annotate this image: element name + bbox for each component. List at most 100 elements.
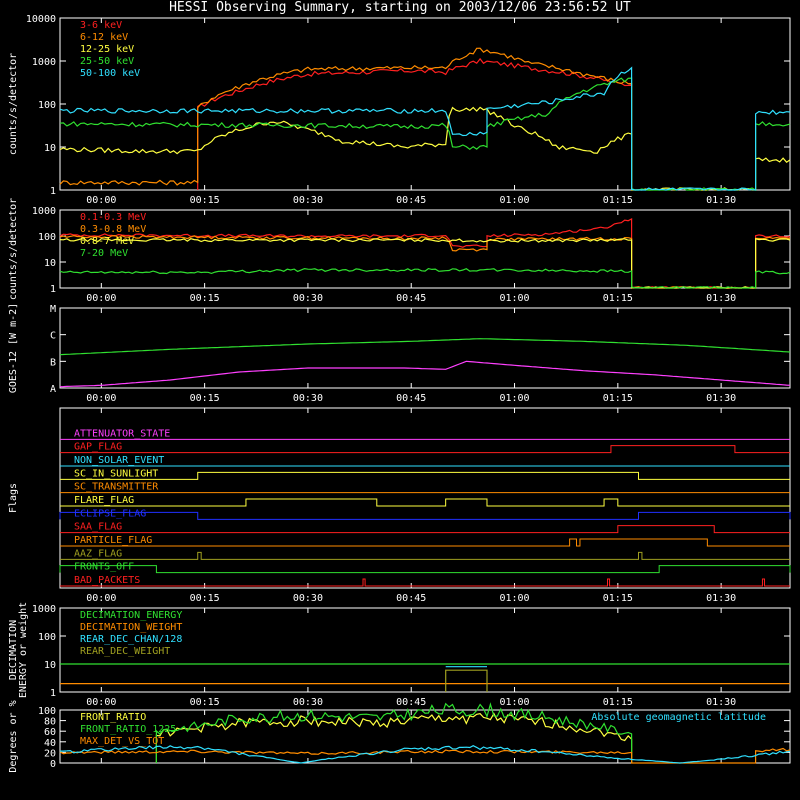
series-50-100-kev <box>59 66 791 191</box>
panel6 <box>59 702 791 764</box>
x-tick-label: 00:30 <box>293 195 323 206</box>
y-tick-label: A <box>50 384 56 395</box>
x-tick-label: 01:15 <box>603 293 633 304</box>
flag-line <box>60 538 790 547</box>
flag-label: AAZ_FLAG <box>74 548 122 559</box>
panel3 <box>59 307 791 389</box>
x-tick-label: 01:30 <box>706 393 736 404</box>
y-tick-label: 100 <box>38 232 56 243</box>
y-tick-label: 1 <box>50 688 56 699</box>
series-3-6-kev <box>197 57 633 190</box>
y-axis-label: DECIMATION <box>8 620 19 680</box>
flag-label: ATTENUATOR_STATE <box>74 428 170 439</box>
x-tick-label: 00:45 <box>396 293 426 304</box>
flag-label: GAP_FLAG <box>74 442 122 453</box>
x-tick-label: 00:00 <box>86 697 116 708</box>
y-tick-label: 100 <box>38 100 56 111</box>
x-tick-label: 00:45 <box>396 593 426 604</box>
flag-label: NON_SOLAR_EVENT <box>74 455 164 466</box>
flag-line <box>60 471 790 480</box>
series-0-3-0-8-mev <box>59 234 791 289</box>
panel1-frame <box>59 17 791 191</box>
series-6-12-kev <box>59 47 633 190</box>
legend-entry: 0.3-0.8 MeV <box>80 224 146 235</box>
series-goes-low <box>59 360 791 388</box>
x-tick-label: 00:15 <box>190 393 220 404</box>
y-tick-label: 100 <box>38 706 56 717</box>
y-tick-label: 10000 <box>26 14 56 25</box>
x-tick-label: 01:30 <box>706 697 736 708</box>
flag-line <box>60 445 790 454</box>
x-tick-label: 01:15 <box>603 697 633 708</box>
x-tick-label: 00:15 <box>190 593 220 604</box>
flag-label: PARTICLE_FLAG <box>74 535 152 546</box>
x-tick-label: 00:30 <box>293 293 323 304</box>
y-axis-label: counts/s/detector <box>8 53 19 155</box>
legend-entry: 12-25 keV <box>80 44 134 55</box>
legend-entry: 0.1-0.3 MeV <box>80 212 146 223</box>
y-tick-label: 10 <box>44 258 56 269</box>
y-tick-label: 100 <box>38 632 56 643</box>
chart-title: HESSI Observing Summary, starting on 200… <box>169 0 631 15</box>
x-tick-label: 00:30 <box>293 697 323 708</box>
x-tick-label: 00:15 <box>190 195 220 206</box>
flag-line <box>60 525 790 534</box>
flag-line <box>60 498 790 507</box>
legend-entry: DECIMATION_ENERGY <box>80 610 182 621</box>
x-tick-label: 01:00 <box>499 593 529 604</box>
legend-entry: DECIMATION_WEIGHT <box>80 622 182 633</box>
legend-entry: 0.8-7 MeV <box>80 236 134 247</box>
legend-entry: 7-20 MeV <box>80 248 128 259</box>
x-tick-label: 00:45 <box>396 195 426 206</box>
x-tick-label: 00:00 <box>86 195 116 206</box>
series-25-50-kev <box>59 77 791 192</box>
series-front-ratio <box>155 712 633 763</box>
series-12-25-kev <box>59 106 791 191</box>
x-tick-label: 01:30 <box>706 293 736 304</box>
series-rear-dec-weight <box>445 669 488 692</box>
annotation: Absolute geomagnetic latitude <box>591 712 766 723</box>
flag-label: FRONTS_OFF <box>74 562 134 573</box>
y-tick-label: B <box>50 357 56 368</box>
panel4-frame <box>59 407 791 589</box>
legend-entry: MAX_DET_VS_TOT <box>80 736 164 747</box>
x-tick-label: 01:00 <box>499 195 529 206</box>
series-goes-high <box>59 338 791 356</box>
x-tick-label: 01:15 <box>603 593 633 604</box>
y-axis-label: counts/s/detector <box>8 198 19 300</box>
panel2 <box>59 209 791 289</box>
y-tick-label: 0 <box>50 759 56 770</box>
x-tick-label: 00:00 <box>86 393 116 404</box>
y-tick-label: 20 <box>44 748 56 759</box>
y-tick-label: 80 <box>44 717 56 728</box>
series-absolute-geomagnetic-latitude <box>60 745 791 764</box>
y-tick-label: M <box>50 304 56 315</box>
panel5 <box>59 607 791 693</box>
y-tick-label: 1000 <box>32 604 56 615</box>
y-axis-label: Flags <box>8 483 19 513</box>
y-tick-label: 1 <box>50 186 56 197</box>
y-tick-label: 40 <box>44 738 56 749</box>
x-tick-label: 01:30 <box>706 195 736 206</box>
y-tick-label: 1 <box>50 284 56 295</box>
y-tick-label: 60 <box>44 727 56 738</box>
y-axis-label: Degrees or % <box>8 700 19 772</box>
panel1 <box>59 17 791 192</box>
x-tick-label: 01:15 <box>603 195 633 206</box>
series-front-ratio-1225 <box>155 702 633 763</box>
flag-label: ECLIPSE_FLAG <box>74 508 146 519</box>
flag-line <box>60 551 790 560</box>
legend-entry: FRONT_RATIO_1225 <box>80 724 176 735</box>
y-tick-label: 10 <box>44 143 56 154</box>
x-tick-label: 00:15 <box>190 293 220 304</box>
x-tick-label: 01:15 <box>603 393 633 404</box>
legend-entry: REAR_DEC_CHAN/128 <box>80 634 182 645</box>
x-tick-label: 00:00 <box>86 293 116 304</box>
x-tick-label: 01:30 <box>706 593 736 604</box>
panel2-frame <box>59 209 791 289</box>
x-tick-label: 01:00 <box>499 393 529 404</box>
panel4 <box>59 407 791 589</box>
x-tick-label: 01:00 <box>499 697 529 708</box>
flag-label: SAA_FLAG <box>74 522 122 533</box>
series-0-8-7-mev <box>59 238 791 289</box>
